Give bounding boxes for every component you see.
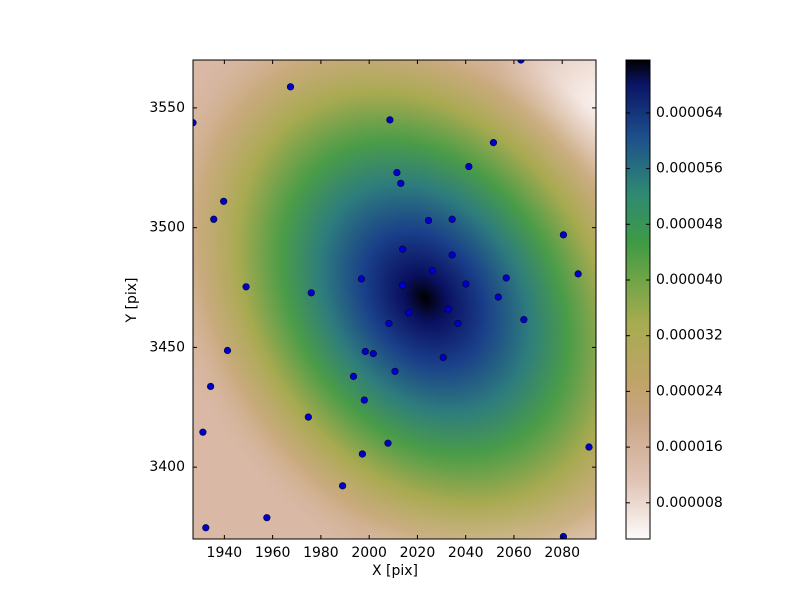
point xyxy=(399,281,407,289)
point xyxy=(357,275,366,283)
point xyxy=(574,270,582,278)
y-tick-label: 3450 xyxy=(149,339,185,355)
x-tick-label: 2000 xyxy=(351,545,387,561)
colorbar xyxy=(625,59,651,540)
density-map xyxy=(193,60,596,539)
point xyxy=(448,215,456,223)
colorbar-tick-label: 0.000056 xyxy=(656,161,723,177)
x-tick-label: 1940 xyxy=(207,545,243,561)
point xyxy=(210,215,218,223)
x-tick-label: 2020 xyxy=(400,545,436,561)
point xyxy=(223,346,232,355)
point xyxy=(393,168,401,177)
plot-frame xyxy=(192,59,597,540)
point xyxy=(361,347,369,356)
point xyxy=(454,319,462,328)
point xyxy=(369,350,377,358)
x-tick-label: 1960 xyxy=(255,545,291,561)
points xyxy=(193,60,593,539)
point xyxy=(444,305,452,313)
point xyxy=(424,216,433,225)
point xyxy=(286,83,295,91)
point xyxy=(399,245,407,253)
point xyxy=(405,309,413,317)
y-axis-label: Y [pix] xyxy=(124,278,140,324)
point xyxy=(384,439,392,447)
y-tick-label: 3550 xyxy=(149,100,185,116)
point xyxy=(220,197,228,205)
point xyxy=(358,450,367,458)
point xyxy=(428,267,436,275)
colorbar-tick-label: 0.000032 xyxy=(656,328,723,344)
point xyxy=(397,179,405,187)
y-tick-label: 3500 xyxy=(149,220,185,236)
x-tick-label: 2060 xyxy=(496,545,532,561)
point xyxy=(559,231,568,239)
x-axis-label: X [pix] xyxy=(372,563,418,579)
point xyxy=(502,274,510,282)
colorbar-tick-label: 0.000016 xyxy=(656,439,723,455)
point xyxy=(520,316,528,324)
point xyxy=(304,413,312,421)
colorbar-tick-label: 0.000064 xyxy=(656,105,723,121)
point xyxy=(385,319,393,328)
point xyxy=(489,139,498,147)
point xyxy=(199,428,207,436)
point xyxy=(462,280,470,288)
point xyxy=(242,283,250,291)
point xyxy=(386,116,394,124)
point xyxy=(307,289,315,297)
colorbar-tick-label: 0.000048 xyxy=(656,216,723,232)
colorbar-tick-label: 0.000024 xyxy=(656,383,723,399)
point xyxy=(585,443,593,451)
point xyxy=(339,482,347,490)
point xyxy=(439,353,447,362)
point xyxy=(193,119,197,127)
point xyxy=(465,162,473,171)
point xyxy=(360,396,368,404)
point xyxy=(391,367,399,375)
point xyxy=(207,382,215,391)
point xyxy=(263,514,271,522)
x-tick-label: 2080 xyxy=(544,545,580,561)
x-tick-label: 2040 xyxy=(448,545,484,561)
colorbar-tick-label: 0.000040 xyxy=(656,272,723,288)
y-tick-label: 3400 xyxy=(149,459,185,475)
colorbar-tick-label: 0.000008 xyxy=(656,495,723,511)
x-tick-label: 1980 xyxy=(303,545,339,561)
point xyxy=(448,251,456,259)
point xyxy=(494,293,502,301)
point xyxy=(202,524,210,532)
point xyxy=(349,372,358,380)
